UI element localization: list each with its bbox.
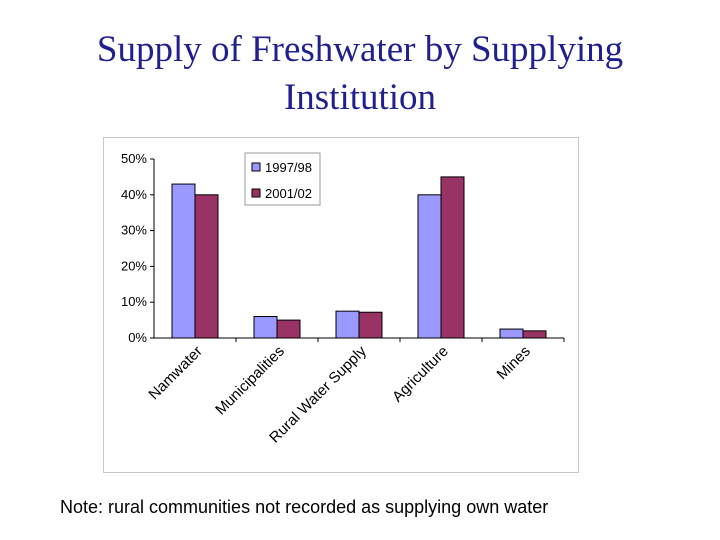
bar-2001-02-mines xyxy=(522,330,547,339)
legend-swatch-1997-98 xyxy=(251,162,261,172)
y-tick-label: 10% xyxy=(121,294,147,309)
bar-2001-02-agriculture xyxy=(440,176,465,339)
legend-swatch-2001-02 xyxy=(251,188,261,198)
x-tick-label-agriculture: Agriculture xyxy=(389,343,452,406)
footnote: Note: rural communities not recorded as … xyxy=(60,497,549,517)
slide-title: Supply of Freshwater by Supplying Instit… xyxy=(0,26,720,122)
y-tick-label: 40% xyxy=(121,187,147,202)
bar-1997-98-municipalities xyxy=(253,316,278,339)
legend-label-2001-02: 2001/02 xyxy=(265,186,312,201)
bar-2001-02-municipalities xyxy=(276,319,301,339)
bar-1997-98-rural-water-supply xyxy=(335,310,360,339)
x-tick-label-namwater: Namwater xyxy=(145,343,205,403)
title-line-2: Institution xyxy=(283,77,437,118)
bar-1997-98-agriculture xyxy=(417,194,442,339)
legend-label-1997-98: 1997/98 xyxy=(265,160,312,175)
title-line-1: Supply of Freshwater by Supplying xyxy=(96,29,624,70)
y-tick-label: 50% xyxy=(121,151,147,166)
x-tick-label-municipalities: Municipalities xyxy=(212,343,288,419)
y-tick-label: 0% xyxy=(128,330,147,345)
x-tick-label-mines: Mines xyxy=(494,343,534,383)
bar-1997-98-namwater xyxy=(171,183,196,339)
bar-2001-02-namwater xyxy=(194,194,219,339)
chart-frame: 0% 10% 20% 30% 40% 50% Namwater Municipalities R… xyxy=(103,137,579,473)
bar-1997-98-mines xyxy=(499,328,524,339)
y-tick-label: 30% xyxy=(121,223,147,238)
bar-2001-02-rural-water-supply xyxy=(358,311,383,339)
y-tick-label: 20% xyxy=(121,258,147,273)
bar-chart: 0%10%20%30%40%50%Namwater MunicipalitiesR… xyxy=(121,151,565,446)
